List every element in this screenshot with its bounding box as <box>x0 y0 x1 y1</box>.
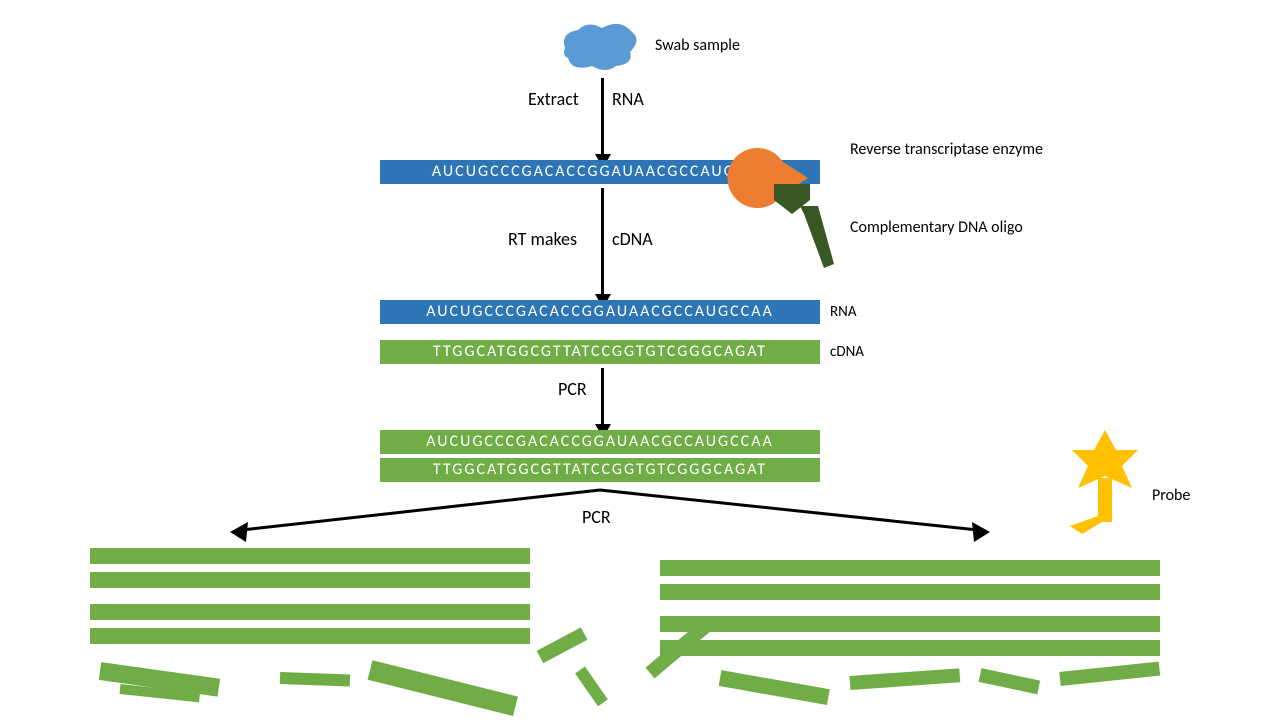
probe-icon <box>1060 430 1150 540</box>
amplified-fragment <box>90 604 530 620</box>
amplified-fragment <box>660 584 1160 600</box>
amplified-fragment <box>660 640 1160 656</box>
amplified-fragment <box>90 548 530 564</box>
amplified-fragment <box>660 560 1160 576</box>
amplified-fragment <box>90 572 530 588</box>
amplified-fragment <box>280 672 350 686</box>
amplified-fragment <box>660 616 1160 632</box>
amplified-fragment <box>90 628 530 644</box>
probe-label: Probe <box>1152 486 1190 505</box>
pcr2-label: PCR <box>582 506 611 528</box>
